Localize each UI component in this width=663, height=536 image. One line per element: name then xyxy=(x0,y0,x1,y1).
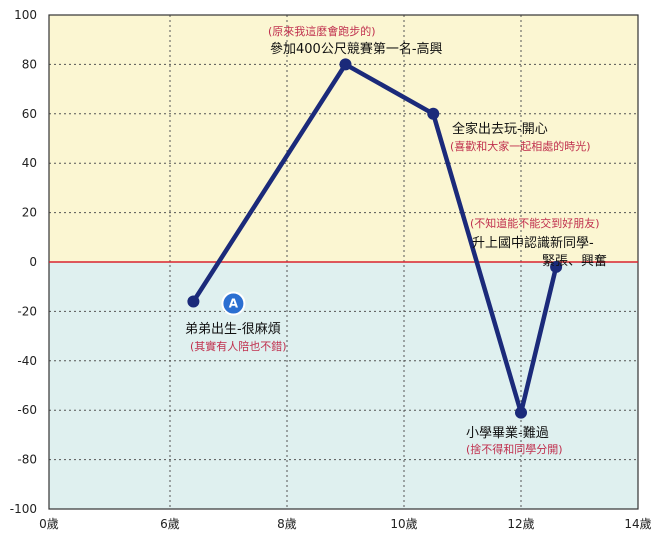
data-point xyxy=(187,295,200,308)
x-tick-label: 10歲 xyxy=(390,517,417,531)
y-tick-label: 60 xyxy=(22,107,37,121)
annotation-sub: (捨不得和同學分開) xyxy=(466,442,563,456)
data-point xyxy=(550,260,563,273)
marker-badge-label: A xyxy=(229,297,239,311)
annotation-sub: (其實有人陪也不錯) xyxy=(190,339,287,353)
x-tick-label: 14歲 xyxy=(624,517,651,531)
y-tick-label: 20 xyxy=(22,206,37,220)
annotation-main: 小學畢業-難過 xyxy=(466,425,549,441)
annotation-main: 弟弟出生-很麻煩 xyxy=(185,322,281,337)
annotation-main: 緊張、興奮 xyxy=(542,254,607,269)
y-tick-label: 0 xyxy=(29,255,37,269)
x-tick-label: 12歲 xyxy=(507,517,534,531)
y-tick-label: 40 xyxy=(22,156,37,170)
annotation-main: 參加400公尺競賽第一名-高興 xyxy=(270,41,443,57)
negative-region xyxy=(49,262,638,509)
data-point xyxy=(427,107,440,120)
y-tick-label: -80 xyxy=(17,453,37,467)
marker-badge xyxy=(221,291,246,316)
x-tick-label: 8歲 xyxy=(277,517,297,531)
y-tick-label: 80 xyxy=(22,57,37,71)
annotation-sub: (原來我這麼會跑步的) xyxy=(268,24,376,38)
y-tick-label: -60 xyxy=(17,403,37,417)
annotation-main: 全家出去玩-開心 xyxy=(452,121,548,137)
positive-region xyxy=(49,15,638,262)
x-tick-label: 6歲 xyxy=(160,517,180,531)
x-tick-label: 0歲 xyxy=(39,517,59,531)
y-tick-label: -20 xyxy=(17,304,37,318)
y-tick-label: 100 xyxy=(14,8,37,22)
y-tick-label: -40 xyxy=(17,354,37,368)
annotation-sub: (喜歡和大家一起相處的時光) xyxy=(450,139,591,153)
annotation-main: 升上國中認識新同學- xyxy=(472,235,594,251)
annotation-sub: (不知道能不能交到好朋友) xyxy=(470,216,600,230)
data-point xyxy=(515,406,527,419)
y-tick-label: -100 xyxy=(10,502,37,516)
data-point xyxy=(339,58,352,71)
